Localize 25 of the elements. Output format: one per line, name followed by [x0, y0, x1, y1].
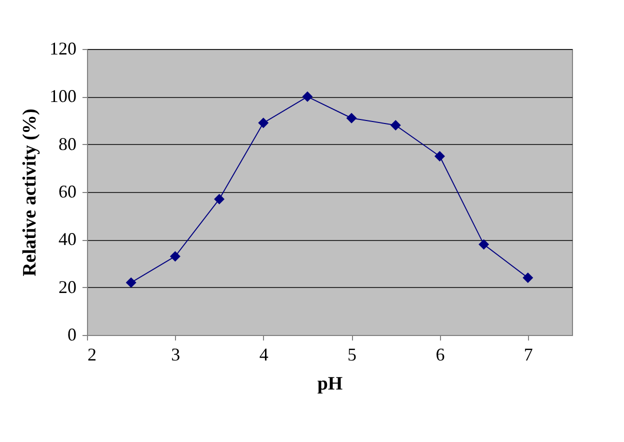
- y-tick-label: 120: [50, 38, 76, 58]
- x-tick-label: 5: [348, 344, 357, 364]
- y-tick-label: 0: [68, 324, 76, 344]
- point: [214, 194, 225, 204]
- y-axis-title: Relative activity (%): [20, 108, 40, 276]
- x-tick-label: 2: [88, 344, 96, 364]
- point: [302, 91, 313, 102]
- y-tick-label: 80: [58, 134, 76, 154]
- point: [126, 277, 136, 288]
- point: [478, 239, 490, 250]
- point: [522, 272, 534, 284]
- x-tick-label: 3: [171, 344, 180, 364]
- y-tick-label: 40: [58, 229, 76, 250]
- point: [346, 112, 357, 124]
- x-tick-label: 6: [436, 344, 445, 364]
- point: [170, 251, 180, 262]
- x-axis-title: pH: [317, 374, 343, 394]
- x-tick-label: 7: [524, 344, 533, 364]
- y-tick-label: 60: [58, 182, 76, 202]
- y-tick-label: 20: [58, 276, 76, 297]
- point: [390, 120, 401, 131]
- point: [258, 118, 269, 128]
- y-tick-label: 100: [50, 86, 76, 106]
- x-tick-label: 4: [259, 344, 268, 364]
- point: [434, 151, 445, 162]
